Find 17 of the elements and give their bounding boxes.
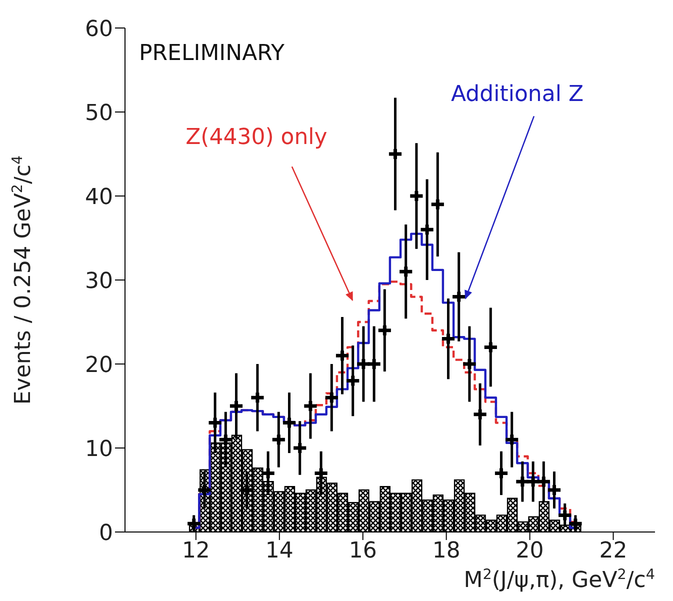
x-tick-label: 16 <box>348 538 377 564</box>
x-tick-label: 18 <box>432 538 460 564</box>
x-tick-label: 14 <box>265 538 294 564</box>
text: Additional Z <box>451 82 584 108</box>
x-tick-label: 20 <box>516 538 544 564</box>
y-tick-label: 40 <box>85 184 113 210</box>
x-tick-label: 12 <box>182 538 210 564</box>
y-tick-label: 10 <box>85 436 113 462</box>
x-tick-label: 22 <box>599 538 628 564</box>
annotation: PRELIMINARY <box>139 41 286 66</box>
y-tick-label: 30 <box>85 268 113 294</box>
text: Z(4430) only <box>186 124 328 150</box>
y-tick-label: 60 <box>85 16 113 42</box>
y-tick-label: 50 <box>85 100 113 126</box>
x-axis-title: M$^{2}$(J/ψ,π), GeV$^{2}$/c$^{4}$ <box>464 567 655 593</box>
y-tick-label: 20 <box>85 352 113 378</box>
y-tick-label: 0 <box>99 520 113 546</box>
